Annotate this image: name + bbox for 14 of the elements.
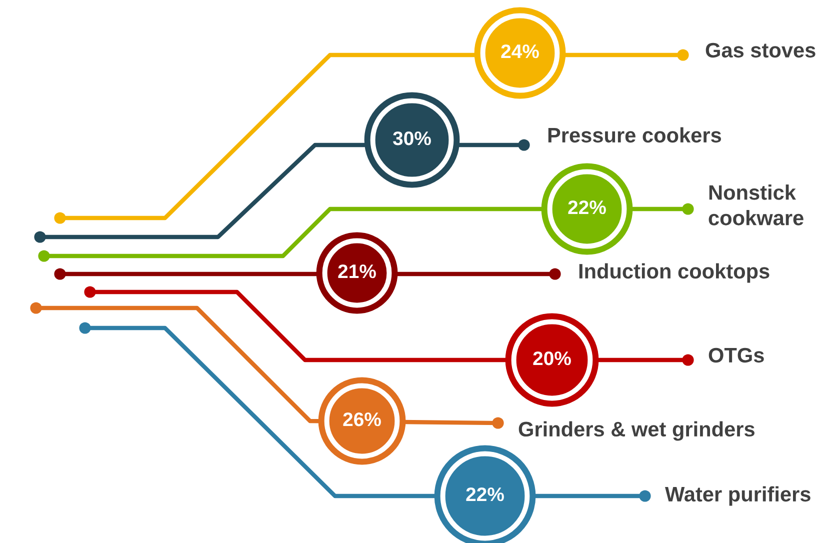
data-label: 22% [466,487,504,502]
category-label: Nonstick cookware [708,184,804,226]
category-label: Grinders & wet grinders [518,421,754,441]
data-label: 22% [568,200,606,214]
data-label: 26% [343,412,381,426]
data-label: 21% [338,264,376,278]
category-label: Induction cooktops [579,263,770,283]
data-label: 20% [533,351,571,366]
data-label: 30% [392,131,431,146]
category-label: Gas stoves [706,42,816,58]
category-label: Water purifiers [665,486,810,506]
category-label: Pressure cookers [548,127,722,143]
category-label: OTGs [708,348,764,363]
data-label: 24% [501,44,539,58]
